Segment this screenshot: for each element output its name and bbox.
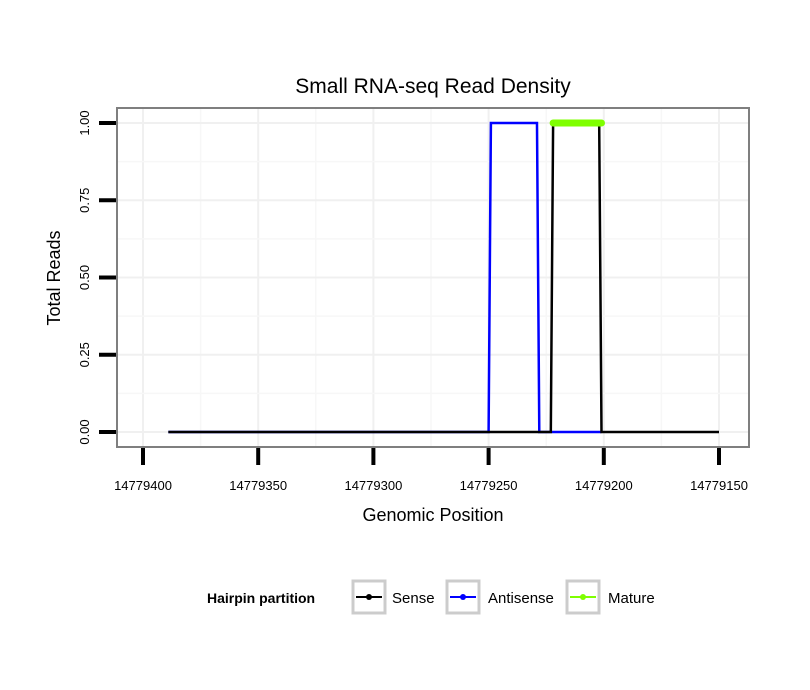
legend-title: Hairpin partition — [207, 590, 315, 606]
chart-title: Small RNA-seq Read Density — [295, 75, 571, 98]
y-tick-label: 0.50 — [77, 265, 92, 290]
y-tick-label: 1.00 — [77, 110, 92, 135]
x-tick-label: 14779150 — [690, 478, 748, 493]
legend-label: Mature — [608, 590, 655, 607]
y-tick-label: 0.75 — [77, 188, 92, 213]
legend-point — [580, 594, 586, 600]
legend-point — [460, 594, 466, 600]
y-axis-label: Total Reads — [44, 230, 64, 325]
x-axis-label: Genomic Position — [362, 505, 503, 525]
y-tick-label: 0.00 — [77, 419, 92, 444]
legend-label: Antisense — [488, 590, 554, 607]
x-tick-label: 14779350 — [229, 478, 287, 493]
x-tick-label: 14779200 — [575, 478, 633, 493]
legend-item-sense: Sense — [351, 579, 435, 615]
legend-point — [366, 594, 372, 600]
x-tick-label: 14779250 — [460, 478, 518, 493]
x-tick-label: 14779300 — [344, 478, 402, 493]
legend-item-mature: Mature — [565, 579, 655, 615]
x-tick-label: 14779400 — [114, 478, 172, 493]
legend-label: Sense — [392, 590, 435, 607]
y-tick-label: 0.25 — [77, 342, 92, 367]
legend-item-antisense: Antisense — [445, 579, 554, 615]
